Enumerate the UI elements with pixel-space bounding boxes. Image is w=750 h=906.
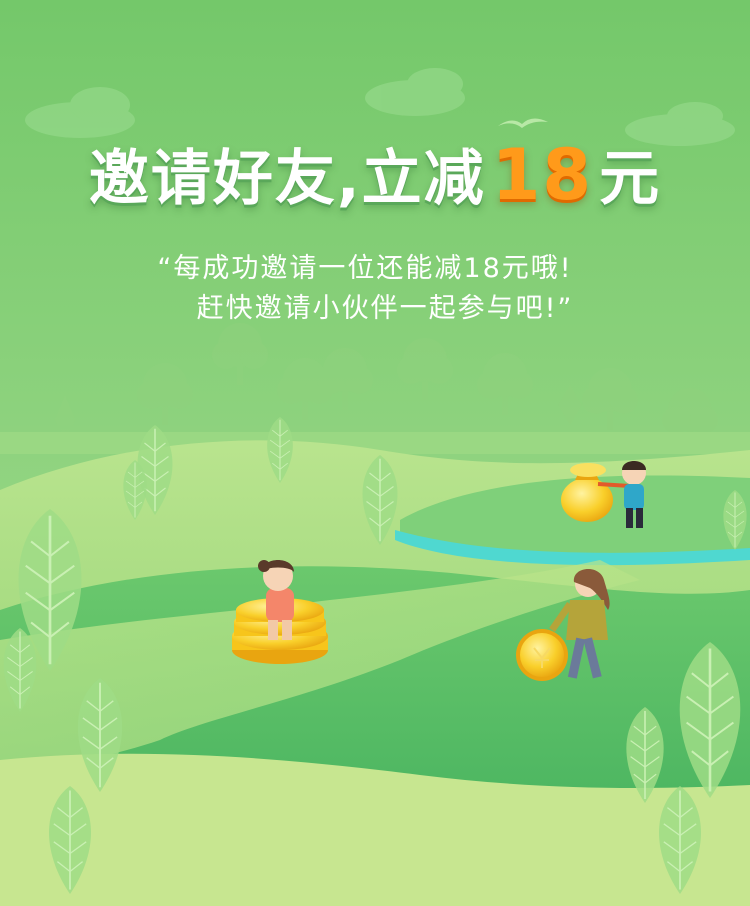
coin-icon bbox=[516, 629, 568, 681]
headline: 邀请好友,立减18 元 bbox=[0, 130, 750, 217]
headline-suffix: 元 bbox=[599, 144, 662, 214]
money-bag-icon bbox=[561, 463, 631, 522]
quote-line-1: “每成功邀请一位还能减18元哦! bbox=[157, 253, 573, 284]
river bbox=[395, 530, 750, 566]
bird-icon bbox=[498, 118, 548, 128]
cloud-icon bbox=[25, 68, 735, 146]
woman-rolling-coin bbox=[549, 568, 610, 679]
headline-prefix: 邀请好友,立减 bbox=[88, 144, 486, 214]
tree-icon bbox=[55, 323, 718, 450]
boy-carrying-money-bag bbox=[622, 461, 646, 528]
headline-amount: 18 bbox=[491, 134, 594, 216]
girl-sitting-on-coins bbox=[258, 560, 294, 640]
path bbox=[0, 560, 640, 775]
quote-line-2: 赶快邀请小伙伴一起参与吧!” bbox=[196, 293, 574, 324]
